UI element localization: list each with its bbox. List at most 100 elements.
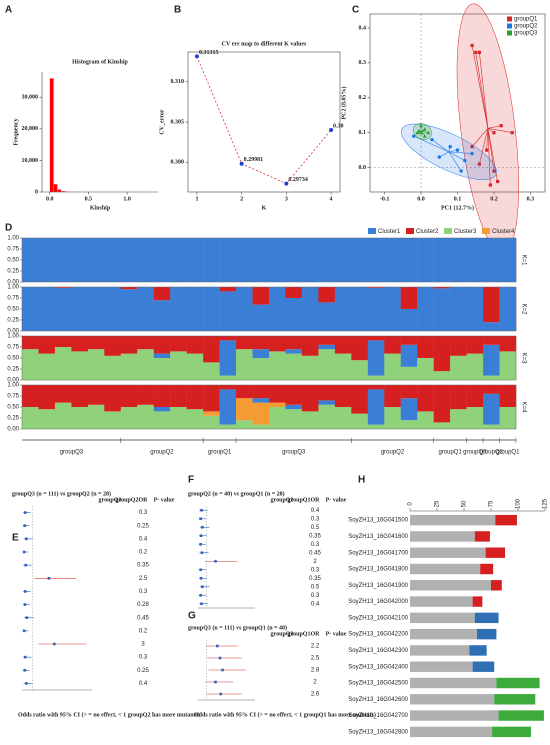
footnote: Odds ratio with 95% CI (> = no effect, <… <box>194 711 376 718</box>
ancestry-segment <box>367 389 385 425</box>
x-axis-label: Kinship <box>90 205 111 211</box>
ancestry-segment <box>450 355 467 380</box>
ancestry-segment <box>334 407 352 429</box>
ancestry-segment <box>318 238 336 282</box>
x-tick-label: 3 <box>285 196 288 202</box>
y-tick-label: 0.0 <box>359 165 367 171</box>
ancestry-segment <box>170 351 187 380</box>
ancestry-segment <box>450 409 467 429</box>
ancestry-segment <box>301 355 319 380</box>
x-tick-label: 0 <box>408 502 414 506</box>
ancestry-segment <box>417 287 434 331</box>
point <box>412 134 416 138</box>
category-label: SoyZH13_16G042600 <box>348 697 408 703</box>
ancestry-segment <box>137 287 154 331</box>
point <box>430 137 434 142</box>
ancestry-segment <box>400 336 418 345</box>
ancestry-segment <box>203 336 220 363</box>
ancestry-segment <box>236 398 253 421</box>
ancestry-segment <box>203 362 220 380</box>
count-bar <box>410 547 486 558</box>
ancestry-segment <box>87 385 105 405</box>
spider-line <box>422 131 429 133</box>
ancestry-segment <box>417 358 434 380</box>
ancestry-segment <box>120 407 138 429</box>
column-header: OR <box>139 497 149 503</box>
ancestry-segment <box>236 336 253 350</box>
category-label: SoyZH13_16G042500 <box>348 681 408 687</box>
ancestry-segment <box>367 340 385 376</box>
odds-ratio <box>199 534 203 538</box>
ancestry-segment <box>38 287 56 331</box>
category-label: SoyZH13_16G041800 <box>348 567 408 573</box>
ancestry-segment <box>38 238 56 282</box>
count-bar <box>410 514 496 526</box>
row-label: K=1 <box>520 255 526 267</box>
y-tick-label: 0.50 <box>7 405 19 411</box>
x-tick-label: 75 <box>489 500 495 507</box>
ancestry-segment <box>483 424 500 429</box>
point <box>470 145 474 149</box>
column-header: groupQ2 <box>116 497 139 503</box>
ancestry-segment <box>285 349 303 354</box>
x-tick-label: 0.0 <box>46 196 54 202</box>
ancestry-segment <box>466 238 484 282</box>
point <box>463 158 467 163</box>
ancestry-segment <box>285 336 303 350</box>
ancestry-segment <box>38 385 56 410</box>
value-label: 0.31315 <box>199 50 219 56</box>
odds-ratio <box>214 680 217 684</box>
ancestry-segment <box>384 407 401 429</box>
ancestry-segment <box>301 336 319 356</box>
ancestry-segment <box>499 336 517 352</box>
y-tick-label: 0.3 <box>359 60 367 66</box>
y-tick-label: 1.00 <box>7 236 19 242</box>
spider-line <box>487 128 498 182</box>
row-label: K=4 <box>520 402 526 414</box>
ancestry-segment <box>219 385 237 390</box>
y-tick-label: 0.00 <box>7 329 19 335</box>
column-header: groupQ1 <box>288 631 311 637</box>
legend-label: groupQ3 <box>514 31 538 37</box>
ancestry-segment <box>236 287 253 331</box>
count-bar <box>410 580 491 591</box>
panel-label: H <box>358 475 365 486</box>
spider-line <box>475 52 489 129</box>
count-bar <box>410 661 473 672</box>
ancestry-segment <box>433 287 451 289</box>
category-label: SoyZH13_16G042400 <box>348 664 408 670</box>
panel-label: A <box>5 5 12 16</box>
ancestry-segment <box>285 385 303 405</box>
value-label: 0.29981 <box>244 157 264 163</box>
ancestry-segment <box>318 302 336 331</box>
ancestry-segment <box>318 336 336 345</box>
point <box>496 179 500 184</box>
spider-line <box>448 151 462 172</box>
panel-label: B <box>174 5 181 16</box>
cv-point <box>239 161 244 166</box>
odds-ratio-value: 2.5 <box>139 576 148 582</box>
odds-ratio <box>219 692 223 696</box>
ancestry-segment <box>104 287 121 331</box>
point <box>477 50 481 54</box>
x-tick-label: 0.2 <box>490 196 498 202</box>
x-axis-label: K <box>262 205 267 211</box>
odds-ratio <box>200 551 204 555</box>
legend-label: Cluster1 <box>378 229 401 235</box>
point <box>488 183 492 187</box>
histogram-bar <box>49 78 54 193</box>
count-bar <box>498 710 544 721</box>
y-tick-label: 0.75 <box>7 345 19 351</box>
ancestry-segment <box>450 287 467 331</box>
ancestry-segment <box>301 238 319 282</box>
ancestry-segment <box>450 385 467 410</box>
group-label: groupQ2 <box>381 450 405 456</box>
plot-frame <box>187 51 341 193</box>
ancestry-segment <box>153 385 171 407</box>
ancestry-segment <box>483 287 500 323</box>
group-label: groupQ2 <box>150 450 174 456</box>
column-header: P- value <box>326 497 347 503</box>
ancestry-segment <box>334 238 352 282</box>
odds-ratio-value: 0.25 <box>137 668 149 674</box>
y-tick-label: 0.00 <box>7 427 19 433</box>
